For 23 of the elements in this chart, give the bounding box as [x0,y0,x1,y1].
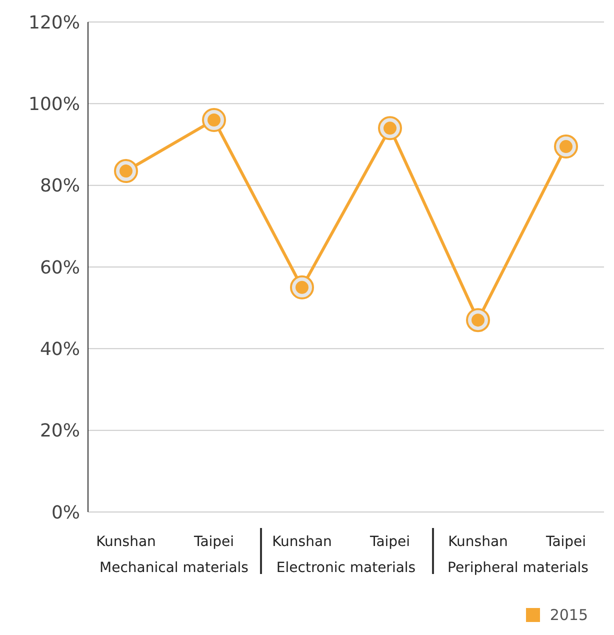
text: Peripheral materials [446,560,590,576]
point [378,116,402,140]
text: Electronic materials [275,560,417,576]
x-tick-label: Taipei [368,534,410,550]
y-tick-label: 120% [28,12,80,34]
x-tick-label: Taipei [192,534,234,550]
y-tick-label: 0% [51,502,80,524]
point [202,108,226,132]
y-tick-label: 100% [28,94,80,116]
point [554,134,578,159]
x-tick-label: Kunshan [96,534,156,550]
y-tick-label: 40% [40,339,80,360]
x-tick-label: Taipei [544,534,586,550]
point [466,308,490,332]
x-tick-label: Kunshan [272,534,332,550]
point [114,159,138,184]
text: Mechanical materials [98,560,250,576]
y-tick-label: 20% [40,420,80,442]
legend-label: 2015 [550,606,588,624]
y-tick-label: 80% [40,176,80,197]
x-tick-label: Kunshan [448,534,508,550]
y-tick-label: 60% [40,257,80,278]
point [290,275,314,300]
